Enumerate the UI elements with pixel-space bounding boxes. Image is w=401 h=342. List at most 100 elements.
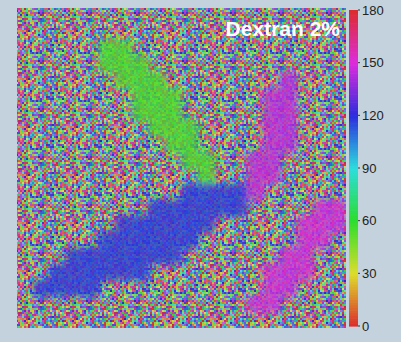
colorbar-tick [358,62,360,63]
cell [296,232,313,249]
cell [181,232,198,249]
cell [280,264,297,281]
cell [148,248,165,265]
colorbar-tick [358,326,360,327]
cell [214,184,231,201]
cell [197,168,214,185]
cell [280,136,297,153]
cell [82,280,99,297]
cells [17,8,346,328]
cell [247,296,264,313]
cell [115,264,132,281]
cell [214,200,231,217]
cell [181,200,198,217]
cell [148,72,165,89]
cell [280,120,297,137]
cell [148,200,165,217]
cell [148,120,165,137]
cell [82,264,99,281]
cell [132,72,149,89]
speckle [17,8,346,328]
cell [66,248,83,265]
cell [230,200,247,217]
colorbar-tick [358,273,360,274]
cell [33,280,50,297]
cell [132,264,149,281]
cell [115,72,132,89]
cell [247,168,264,185]
cell [165,232,182,249]
cell [49,280,66,297]
cell [263,120,280,137]
colorbar-tick [358,168,360,169]
cell [181,120,198,137]
cell [181,136,198,153]
cell [197,200,214,217]
cell [148,216,165,233]
cell [181,216,198,233]
cell [82,248,99,265]
cell [115,248,132,265]
cell [280,280,297,297]
cell [329,200,346,217]
colorbar-slice [349,10,358,13]
cell [181,152,198,169]
cell [132,88,149,105]
colorbar: 0 30 60 90 120 150 180 [349,3,384,334]
image-background [17,8,346,328]
cell [165,248,182,265]
colorbar-tick [358,10,360,11]
cell [115,232,132,249]
cell [296,216,313,233]
cell [66,280,83,297]
cell [329,216,346,233]
cell [115,56,132,73]
cell [263,280,280,297]
cell [99,248,116,265]
cell [263,264,280,281]
cell [263,296,280,313]
colorbar-label: 0 [362,319,369,334]
colorbar-label: 60 [362,213,376,228]
cell [181,184,198,201]
cell [132,104,149,121]
cell [165,120,182,137]
cell [280,104,297,121]
cell [197,216,214,233]
background [0,0,401,342]
cell [165,216,182,233]
cell [165,200,182,217]
cell [197,184,214,201]
cell [165,104,182,121]
cell [313,216,330,233]
cell [99,232,116,249]
cell [296,264,313,281]
cell [247,184,264,201]
cell [280,72,297,89]
cell [263,136,280,153]
cell [148,104,165,121]
cell [263,168,280,185]
colorbar-label: 90 [362,161,376,176]
figure: Dextran 2%0306090120150180 [0,0,401,342]
colorbar-label: 180 [362,3,384,18]
cell [66,264,83,281]
cell [115,216,132,233]
cell [197,152,214,169]
cell [99,264,116,281]
cell [132,216,149,233]
cell [313,200,330,217]
cell [148,88,165,105]
colorbar-label: 150 [362,55,384,70]
cell [263,104,280,121]
colorbar-label: 30 [362,266,376,281]
cell [132,248,149,265]
cell [296,248,313,265]
cell [165,88,182,105]
cell [148,232,165,249]
cell [49,264,66,281]
colorbar-label: 120 [362,108,384,123]
cell [280,88,297,105]
cell [313,232,330,249]
cell [247,152,264,169]
